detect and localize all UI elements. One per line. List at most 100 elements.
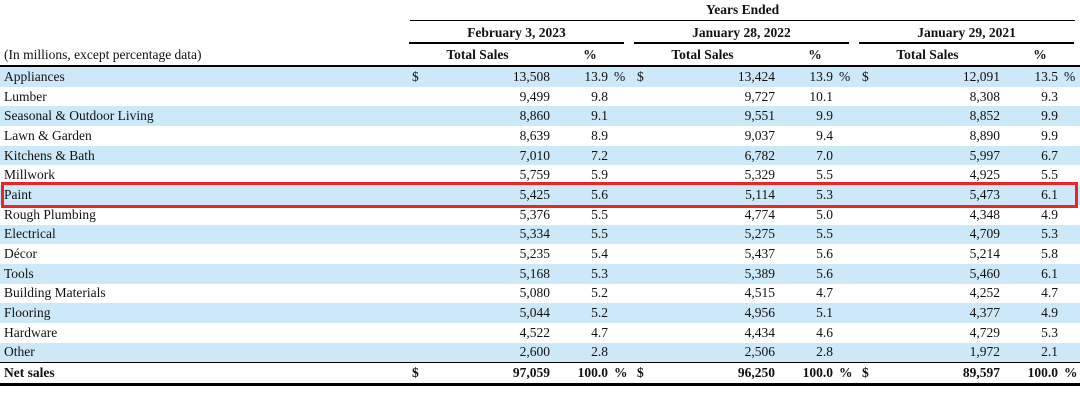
currency-symbol-cell xyxy=(405,145,425,166)
percent-symbol-cell xyxy=(1058,165,1080,185)
percent-value: 8.9 xyxy=(591,127,608,143)
total-sales-value: 5,235 xyxy=(519,246,550,262)
currency-symbol-cell xyxy=(405,284,425,304)
percent-symbol-cell xyxy=(1058,185,1080,205)
percent-value: 5.5 xyxy=(775,224,833,245)
total-sales-value: 2,506 xyxy=(650,342,775,363)
percent-symbol-cell xyxy=(833,284,855,304)
percent-symbol-cell xyxy=(833,126,855,146)
currency-symbol-cell: $ xyxy=(855,66,875,87)
date-label: January 28, 2022 xyxy=(634,25,849,44)
currency-symbol-cell xyxy=(855,224,875,245)
total-sales-value: 4,729 xyxy=(969,324,1000,340)
currency-symbol-cell: $ xyxy=(405,362,425,386)
total-sales-value: 4,522 xyxy=(519,324,550,340)
percent-value: 5.3 xyxy=(1000,224,1058,245)
percent-symbol-cell xyxy=(833,224,855,245)
row-label: Electrical xyxy=(0,224,405,245)
percent-value: 9.1 xyxy=(550,106,608,127)
percent-symbol-cell xyxy=(608,303,630,323)
percent-value: 5.6 xyxy=(816,246,833,262)
currency-symbol-cell xyxy=(855,284,875,304)
table-row: Rough Plumbing 5,376 5.5 4,774 5.0 4,348 4.9 xyxy=(0,205,1080,225)
total-sales-value: 13,424 xyxy=(650,66,775,87)
currency-symbol-cell xyxy=(405,263,425,284)
percent-value: 4.7 xyxy=(1041,285,1058,301)
row-label: Net sales xyxy=(0,362,405,386)
percent-header-fy2021: % xyxy=(1000,45,1080,67)
currency-symbol-cell xyxy=(405,303,425,323)
row-label: Paint xyxy=(0,185,405,205)
total-sales-value: 8,639 xyxy=(519,127,550,143)
total-sales-value: 13,508 xyxy=(425,66,550,87)
percent-symbol-cell xyxy=(1058,126,1080,146)
currency-symbol-cell xyxy=(630,263,650,284)
date-header-fy2023: February 3, 2023 xyxy=(405,23,630,45)
percent-value: 5.8 xyxy=(1041,246,1058,262)
percent-symbol-cell xyxy=(1058,224,1080,245)
percent-symbol-cell xyxy=(608,205,630,225)
total-sales-value: 8,852 xyxy=(875,106,1000,127)
total-sales-value: 9,551 xyxy=(650,106,775,127)
row-label: Lumber xyxy=(4,88,47,104)
table-row: Other 2,600 2.8 2,506 2.8 1,972 2.1 xyxy=(0,342,1080,363)
currency-symbol-cell xyxy=(855,205,875,225)
percent-symbol-cell xyxy=(608,126,630,146)
percent-value: 13.9 xyxy=(775,66,833,87)
table-row: Kitchens & Bath 7,010 7.2 6,782 7.0 5,997 6.7 xyxy=(0,145,1080,166)
currency-symbol-cell xyxy=(405,224,425,245)
table-row: Décor 5,235 5.4 5,437 5.6 5,214 5.8 xyxy=(0,244,1080,264)
total-sales-value: 5,080 xyxy=(519,285,550,301)
percent-value: 4.9 xyxy=(1041,206,1058,222)
total-sales-value: 5,460 xyxy=(875,263,1000,284)
total-sales-value: 4,774 xyxy=(744,206,775,222)
total-sales-value: 4,252 xyxy=(969,285,1000,301)
percent-symbol-cell xyxy=(1058,244,1080,264)
total-sales-value: 5,389 xyxy=(650,263,775,284)
percent-value: 5.9 xyxy=(591,167,608,183)
percent-symbol-cell xyxy=(608,284,630,304)
currency-symbol-cell: $ xyxy=(405,66,425,87)
total-sales-value: 4,925 xyxy=(969,167,1000,183)
total-sales-value: 4,956 xyxy=(650,303,775,323)
currency-symbol-cell xyxy=(630,244,650,264)
percent-symbol-cell xyxy=(833,106,855,127)
percent-symbol-cell xyxy=(1058,263,1080,284)
percent-symbol-cell xyxy=(608,87,630,107)
percent-header-fy2023: % xyxy=(550,45,630,67)
total-sales-value: 5,376 xyxy=(519,206,550,222)
total-sales-value: 4,709 xyxy=(875,224,1000,245)
percent-value: 9.9 xyxy=(1000,106,1058,127)
table-row: Millwork 5,759 5.9 5,329 5.5 4,925 5.5 xyxy=(0,165,1080,185)
total-sales-value: 5,997 xyxy=(875,145,1000,166)
percent-symbol-cell xyxy=(833,303,855,323)
percent-symbol-cell xyxy=(833,145,855,166)
total-sales-value: 5,329 xyxy=(744,167,775,183)
percent-value: 13.5 xyxy=(1000,66,1058,87)
row-label: Décor xyxy=(4,246,37,262)
percent-symbol-cell: % xyxy=(608,362,630,386)
currency-symbol-cell xyxy=(405,185,425,205)
total-row: Net sales $97,059 100.0% $96,250 100.0% $89,5… xyxy=(0,362,1080,386)
percent-symbol-cell xyxy=(833,185,855,205)
percent-value: 5.4 xyxy=(591,246,608,262)
subheader-row: (In millions, except percentage data) To… xyxy=(0,45,1080,67)
percent-value: 5.6 xyxy=(550,185,608,205)
row-label: Hardware xyxy=(4,324,58,340)
total-sales-header-fy2023: Total Sales xyxy=(405,45,550,67)
percent-value: 4.7 xyxy=(816,285,833,301)
total-sales-value: 5,114 xyxy=(650,185,775,205)
percent-value: 13.9 xyxy=(550,66,608,87)
row-label: Lawn & Garden xyxy=(4,127,92,143)
total-sales-value: 8,860 xyxy=(425,106,550,127)
total-sales-value: 96,250 xyxy=(650,362,775,386)
row-label: Rough Plumbing xyxy=(4,206,96,222)
currency-symbol-cell xyxy=(855,342,875,363)
percent-value: 6.1 xyxy=(1000,185,1058,205)
currency-symbol-cell xyxy=(630,224,650,245)
table-row: Hardware 4,522 4.7 4,434 4.6 4,729 5.3 xyxy=(0,323,1080,343)
total-sales-value: 7,010 xyxy=(425,145,550,166)
percent-symbol-cell xyxy=(608,165,630,185)
units-note: (In millions, except percentage data) xyxy=(0,45,405,67)
years-ended-header: Years Ended xyxy=(405,0,1080,23)
